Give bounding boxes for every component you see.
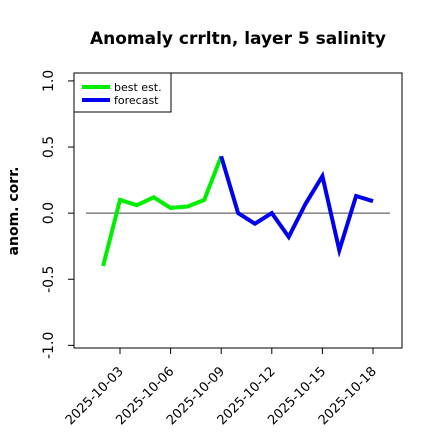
x-axis: 2025-10-032025-10-062025-10-092025-10-12… (63, 348, 380, 428)
y-axis: -1.0 -0.5 0.0 0.5 1.0 (41, 70, 74, 359)
series-line-forecast (219, 155, 374, 258)
legend-box (73, 72, 172, 113)
y-tick-label: -1.0 (41, 332, 57, 359)
legend: best est. forecast (73, 72, 172, 113)
y-tick-label: 0.0 (41, 202, 57, 224)
y-tick-label: 1.0 (41, 70, 57, 92)
y-tick-label: -0.5 (41, 266, 57, 293)
legend-label-best-est: best est. (114, 81, 162, 94)
series-group (101, 155, 374, 267)
series-line-best-est- (101, 155, 224, 267)
y-axis-label: anom. corr. (6, 167, 22, 256)
plot-frame (73, 72, 403, 349)
chart-title: Anomaly crrltn, layer 5 salinity (90, 29, 386, 49)
y-tick-label: 0.5 (41, 136, 57, 158)
legend-label-forecast: forecast (114, 94, 159, 107)
